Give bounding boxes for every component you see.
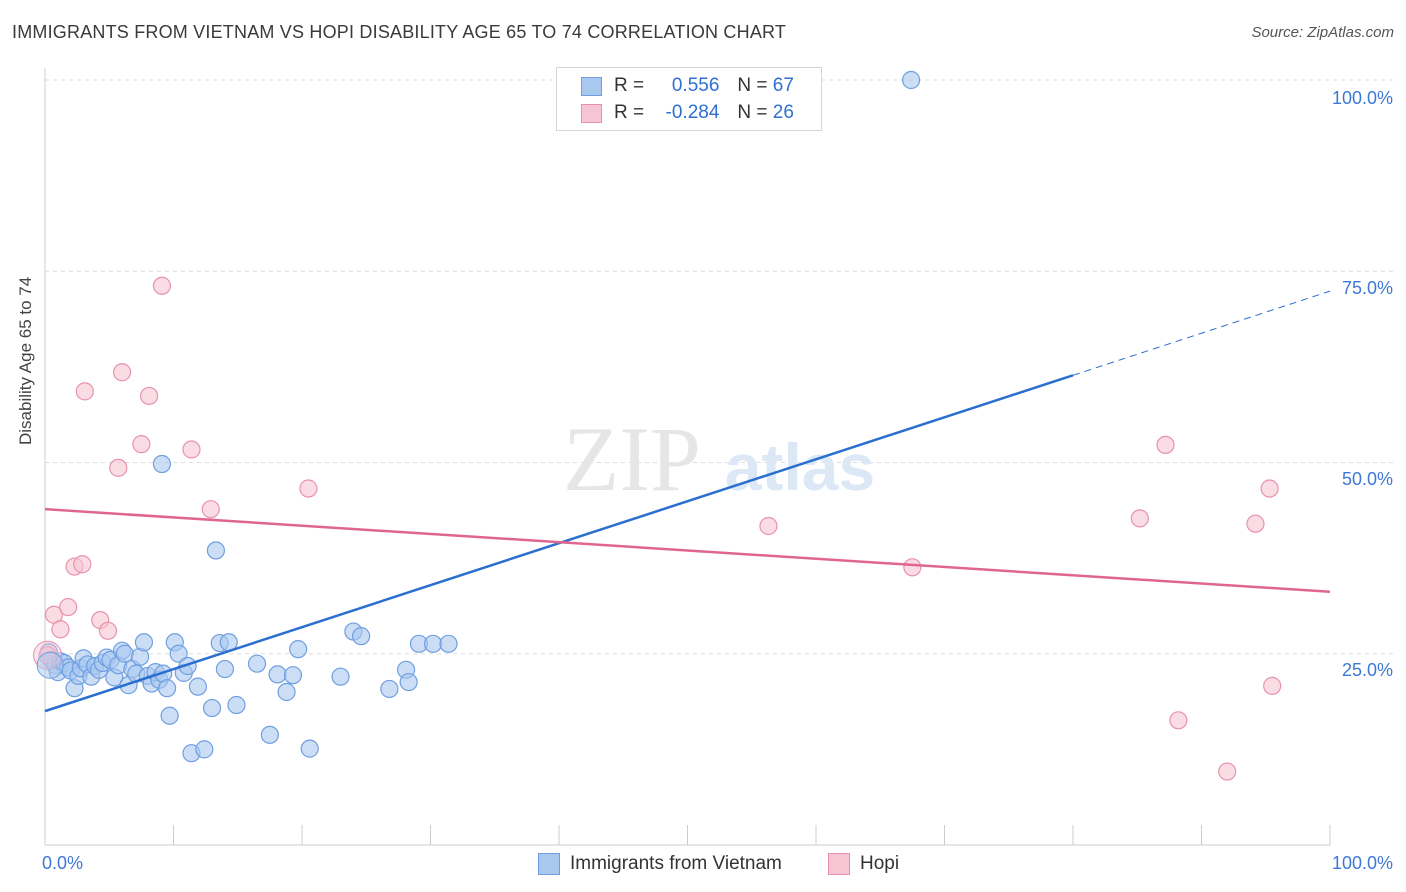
y-tick-label-75: 75.0% — [1342, 278, 1393, 298]
watermark-atlas: atlas — [725, 430, 875, 504]
point-vietnam-56 — [331, 667, 350, 686]
point-vietnam-51 — [268, 665, 287, 684]
legend-r-label: R = — [614, 102, 645, 123]
point-vietnam-33 — [157, 679, 177, 698]
legend-n-value-hopi: 26 — [772, 102, 794, 123]
point-hopi-25 — [1263, 676, 1282, 695]
point-vietnam-46 — [215, 659, 234, 679]
point-vietnam-54 — [289, 640, 308, 659]
point-vietnam-35 — [160, 706, 179, 725]
point-vietnam-63 — [423, 634, 443, 653]
y-tick-label-25: 25.0% — [1342, 660, 1393, 680]
x-tick-label-max: 100.0% — [1332, 853, 1393, 873]
point-vietnam-58 — [352, 627, 371, 646]
source-label: Source: ZipAtlas.com — [1251, 24, 1394, 41]
point-vietnam-64 — [439, 634, 458, 653]
legend-n-value-vietnam: 67 — [772, 75, 794, 96]
axes — [44, 68, 1331, 846]
point-hopi-6 — [75, 382, 94, 401]
bottom-legend-label-vietnam: Immigrants from Vietnam — [570, 853, 782, 874]
point-hopi-23 — [1246, 514, 1265, 533]
point-vietnam-41 — [188, 677, 208, 696]
legend-r-value-vietnam: 0.556 — [671, 75, 720, 96]
chart-title: IMMIGRANTS FROM VIETNAM VS HOPI DISABILI… — [12, 22, 787, 42]
point-vietnam-53 — [283, 666, 303, 685]
trend-extension-vietnam — [1072, 290, 1331, 376]
grid-lines — [45, 79, 1395, 655]
point-vietnam-52 — [277, 682, 296, 702]
legend-row-vietnam: R = 0.556 N = 67 — [581, 74, 794, 98]
point-hopi-11 — [132, 435, 151, 454]
point-vietnam-43 — [202, 698, 222, 718]
x-tick-label-min: 0.0% — [42, 853, 83, 873]
point-vietnam-65 — [901, 70, 921, 90]
point-hopi-19 — [1130, 509, 1149, 528]
correlation-legend: R = 0.556 N = 67 R = -0.284 N = 26 — [556, 67, 822, 131]
point-vietnam-44 — [206, 541, 226, 560]
point-hopi-10 — [112, 363, 132, 382]
y-axis-label: Disability Age 65 to 74 — [16, 276, 35, 445]
point-hopi-21 — [1169, 711, 1188, 730]
point-hopi-24 — [1260, 479, 1279, 498]
point-hopi-13 — [152, 276, 172, 295]
point-hopi-9 — [109, 458, 128, 477]
point-vietnam-50 — [260, 725, 279, 744]
trend-line-hopi — [44, 507, 1331, 594]
point-hopi-17 — [759, 516, 778, 536]
point-hopi-14 — [182, 440, 201, 459]
point-vietnam-42 — [195, 740, 214, 759]
point-vietnam-55 — [300, 739, 319, 758]
bottom-legend-swatch-vietnam — [538, 853, 560, 875]
legend-row-hopi: R = -0.284 N = 26 — [581, 101, 794, 125]
point-vietnam-37 — [169, 644, 188, 663]
point-hopi-12 — [139, 386, 159, 406]
point-hopi-3 — [59, 597, 78, 617]
point-hopi-2 — [51, 620, 70, 639]
point-hopi-16 — [299, 479, 318, 498]
legend-r-label: R = — [614, 75, 645, 96]
bottom-legend-vietnam: Immigrants from Vietnam — [538, 851, 782, 877]
bottom-legend-hopi: Hopi — [828, 851, 899, 877]
bottom-legend-label-hopi: Hopi — [860, 853, 900, 874]
legend-n-label: N = — [737, 75, 768, 96]
point-hopi-20 — [1156, 435, 1175, 455]
point-vietnam-27 — [134, 633, 154, 652]
point-cluster-vietnam — [36, 651, 64, 679]
bottom-legend-swatch-hopi — [828, 853, 850, 875]
legend-swatch-hopi — [581, 103, 602, 123]
y-tick-label-50: 50.0% — [1342, 469, 1393, 489]
point-vietnam-48 — [227, 695, 246, 715]
y-tick-label-100: 100.0% — [1332, 88, 1393, 108]
point-vietnam-59 — [380, 679, 399, 699]
legend-r-value-hopi: -0.284 — [665, 102, 720, 123]
point-hopi-5 — [73, 555, 92, 574]
point-vietnam-34 — [152, 454, 172, 474]
point-vietnam-49 — [247, 654, 267, 673]
point-vietnam-22 — [115, 644, 134, 663]
watermark-zip: ZIP — [563, 408, 701, 510]
point-hopi-18 — [903, 558, 922, 577]
tick-labels: 25.0% 50.0% 75.0% 100.0% 0.0% 100.0% — [42, 88, 1393, 873]
point-hopi-22 — [1218, 762, 1237, 781]
trend-lines — [44, 290, 1331, 713]
point-hopi-15 — [201, 500, 220, 519]
point-hopi-8 — [98, 621, 118, 640]
legend-swatch-vietnam — [581, 76, 602, 96]
point-vietnam-61 — [399, 672, 418, 692]
legend-n-label: N = — [737, 102, 768, 123]
